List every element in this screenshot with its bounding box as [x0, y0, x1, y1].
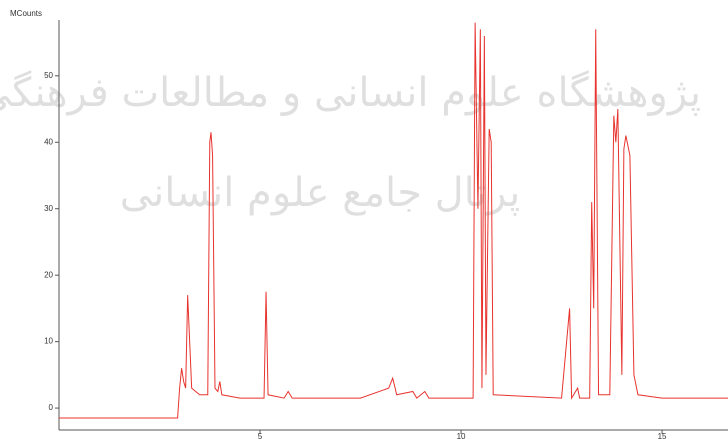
x-tick-label: 10	[457, 432, 466, 439]
y-axis-label: MCounts	[10, 9, 42, 18]
y-tick-label: 30	[44, 204, 53, 213]
y-tick-label: 0	[49, 403, 54, 412]
chromatogram-line	[59, 22, 728, 419]
y-tick-label: 50	[44, 71, 53, 80]
y-tick-label: 40	[44, 137, 53, 146]
y-tick-label: 10	[44, 337, 53, 346]
x-tick-label: 5	[258, 432, 263, 439]
x-tick-label: 15	[658, 432, 667, 439]
y-tick-label: 20	[44, 270, 53, 279]
watermark: پژوهشگاه علوم انسانی و مطالعات فرهنگی	[0, 70, 701, 116]
watermark: پرتال جامع علوم انسانی	[120, 170, 521, 216]
